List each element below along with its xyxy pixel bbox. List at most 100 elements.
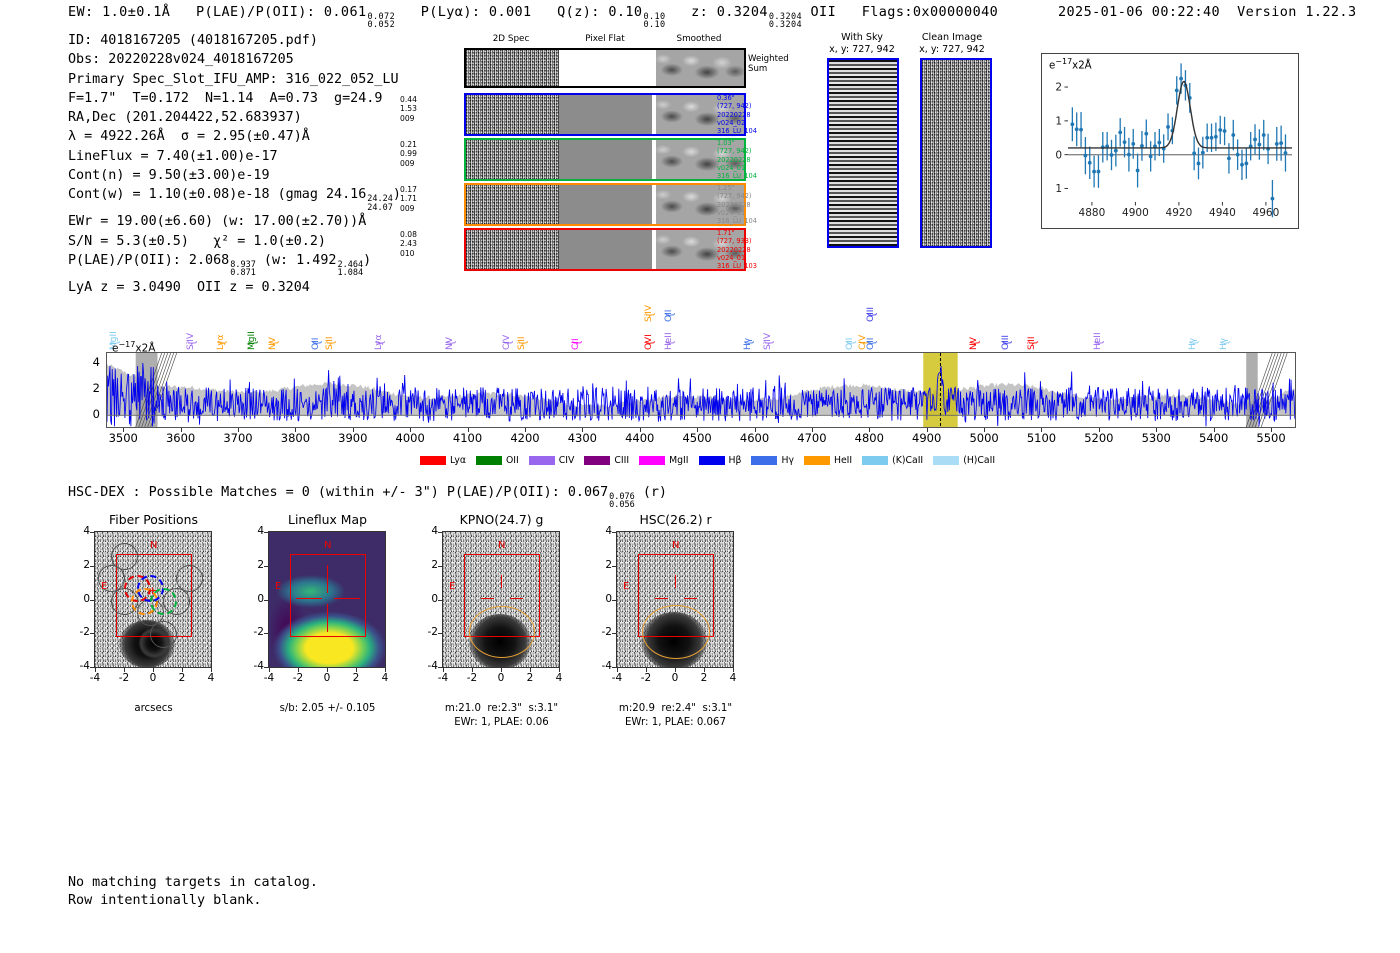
legend-item-hcaii[interactable]: (H)CaII [933,455,995,466]
cutout3-xtick-1: -2 [640,672,652,684]
full-spectrum-chart[interactable] [106,352,1296,428]
fiber-strip-1[interactable] [464,93,746,136]
fiber4-date: 20220228 [717,245,751,254]
legend-item-hβ[interactable]: Hβ [698,455,741,466]
legend-item-oii[interactable]: OII [475,455,519,466]
line-marker-bracket-10: { [517,340,529,347]
legend-item-mgii[interactable]: MgII [639,455,689,466]
spectrum-xtick-4000: 4000 [395,431,425,445]
spectrum-xtickmark [639,428,641,432]
spectrum-xtick-4500: 4500 [682,431,712,445]
spectrum-xtickmark [1041,428,1043,432]
fiber2-sep: 1.03" [717,139,735,147]
fiber2-xy: (727, 942) [717,147,752,156]
fiber2-pixelflat-image [559,140,652,179]
compass-n-fiber: N [150,540,158,551]
legend-item-heii[interactable]: HeII [803,455,852,466]
cutout3-ytick-4: -4 [601,660,612,672]
cutout3-xtick-0: -4 [611,672,623,684]
fiber1-sep: 0.36" [717,94,735,102]
legend-item-ciii[interactable]: CIII [584,455,629,466]
with-sky-image[interactable] [827,58,899,248]
spectrum-xtickmark [180,428,182,432]
spectrum-xtick-5100: 5100 [1026,431,1057,445]
fiber-strip-3[interactable] [464,183,746,226]
spectrum-xtickmark [582,428,584,432]
fiber2-dist: 0.99 [400,149,417,159]
spectrum-xtick-3800: 3800 [280,431,311,445]
fiber-strip-2[interactable] [464,138,746,181]
clean-image[interactable] [920,58,992,248]
spectrum-xtickmark [697,428,699,432]
cutout-title-lineflux-map: Lineflux Map [288,512,367,527]
cutout0-xtickmark-4 [211,668,212,672]
header-qz-label: Q(z): [557,4,600,20]
fiber-circle-gray-7 [150,621,177,648]
svg-text:4880: 4880 [1079,207,1106,219]
kpno-g-image[interactable]: N E [442,531,560,668]
cutout3-ytickmark-3 [612,633,616,635]
kpno-crosshair-h1 [481,598,494,600]
cutout2-xtickmark-4 [559,668,560,672]
cutout-sub2-kpno-g: EWr: 1, PLAE: 0.06 [454,717,549,728]
legend-swatch [803,456,830,465]
header-summary-line: EW: 1.0±0.1Å P(LAE)/P(OII): 0.061 0.072 0.… [68,4,998,30]
fiber3-2dspec-image [466,185,559,224]
header-plae-poii-lo: 0.052 [367,20,396,31]
cutout2-xtick-2: 0 [497,672,505,684]
cutout2-ytickmark-2 [438,599,442,601]
fiber-strip-4[interactable] [464,228,746,271]
fiber2-date: 20220228 [717,155,751,164]
line-marker-bracket-17: { [763,340,775,347]
fiber-strip-3-left-labels: 0.17 1.71 009 [400,185,417,213]
cutout-title-kpno-g: KPNO(24.7) g [459,512,544,527]
legend-item-lyα[interactable]: Lyα [420,455,466,466]
zoomed-emission-line-chart[interactable]: 4880 4900 4920 4940 4960 1 0 1 2 [1041,53,1299,229]
target-marker-fiber: + [148,584,158,597]
fiber3-sep: 1.25" [717,184,735,192]
fiber-strip-4-right-labels: 1.71" (727, 933) 20220228 v024_01 316_LU… [717,229,757,270]
cutout0-ytickmark-0 [90,532,94,533]
hsc-dex-hi: 0.076 [609,491,635,502]
hsc-dex-lo: 0.056 [609,500,635,511]
line-marker-bracket-14: { [664,340,676,347]
header-timestamp-version: 2025-01-06 00:22:40 Version 1.22.3 [1058,4,1356,20]
fiber2-obs: v024_01 [717,163,746,172]
fiber1-pixelflat-image [559,95,652,134]
cutout1-ytick-1: 2 [257,558,264,571]
cutout2-ytick-1: 2 [431,558,438,571]
fiber4-2dspec-image [466,230,559,269]
info-wavelength-sigma: λ = 4922.26Å σ = 2.95(±0.47)Å [68,129,310,145]
hsc-r-image[interactable]: N E [616,531,734,668]
legend-item-kcaii[interactable]: (K)CaII [862,455,923,466]
compass-e-lineflux: E [275,581,282,592]
fiber-positions-image[interactable]: N E + [94,531,212,668]
legend-item-civ[interactable]: CIV [528,455,574,466]
cutout3-ytick-2: 0 [605,592,612,605]
fiber4-dist: 2.43 [400,239,417,249]
cutout2-xtick-4: 4 [555,672,563,684]
line-marker-bracket-22: { [970,340,982,347]
info-seeing-throughput: F=1.7" T=0.172 N=1.14 A=0.73 g=24.9 [68,90,383,106]
line-marker-bracket-6: { [325,340,337,347]
cutout1-xtick-3: 2 [352,672,360,684]
fiber-circle-gray-2 [111,543,138,570]
fiber4-sep: 1.71" [717,229,735,237]
cutout1-xtickmark-3 [356,668,357,672]
legend-item-hγ[interactable]: Hγ [751,455,794,466]
fiber1-2dspec-image [466,95,559,134]
svg-text:2: 2 [1055,82,1062,94]
legend-swatch [420,456,446,465]
cutout1-ytick-4: -4 [253,660,264,672]
info-cont-w-pre: Cont(w) = 1.10(±0.08)e-18 (gmag 24.16 [68,187,367,203]
cutout0-ytick-0: 4 [83,525,90,537]
spectrum-xtick-4300: 4300 [567,431,597,445]
lineflux-map-image[interactable]: N E [268,531,386,668]
cutout2-ytick-3: -2 [427,626,438,639]
cutout0-ytickmark-1 [90,565,94,567]
spectrum-xtickmark [811,428,813,432]
svg-text:4940: 4940 [1209,207,1236,219]
fiber3-weight: 0.17 [400,185,417,194]
cutout2-xtickmark-3 [530,668,531,672]
header-flags: Flags:0x00000040 [861,4,999,20]
